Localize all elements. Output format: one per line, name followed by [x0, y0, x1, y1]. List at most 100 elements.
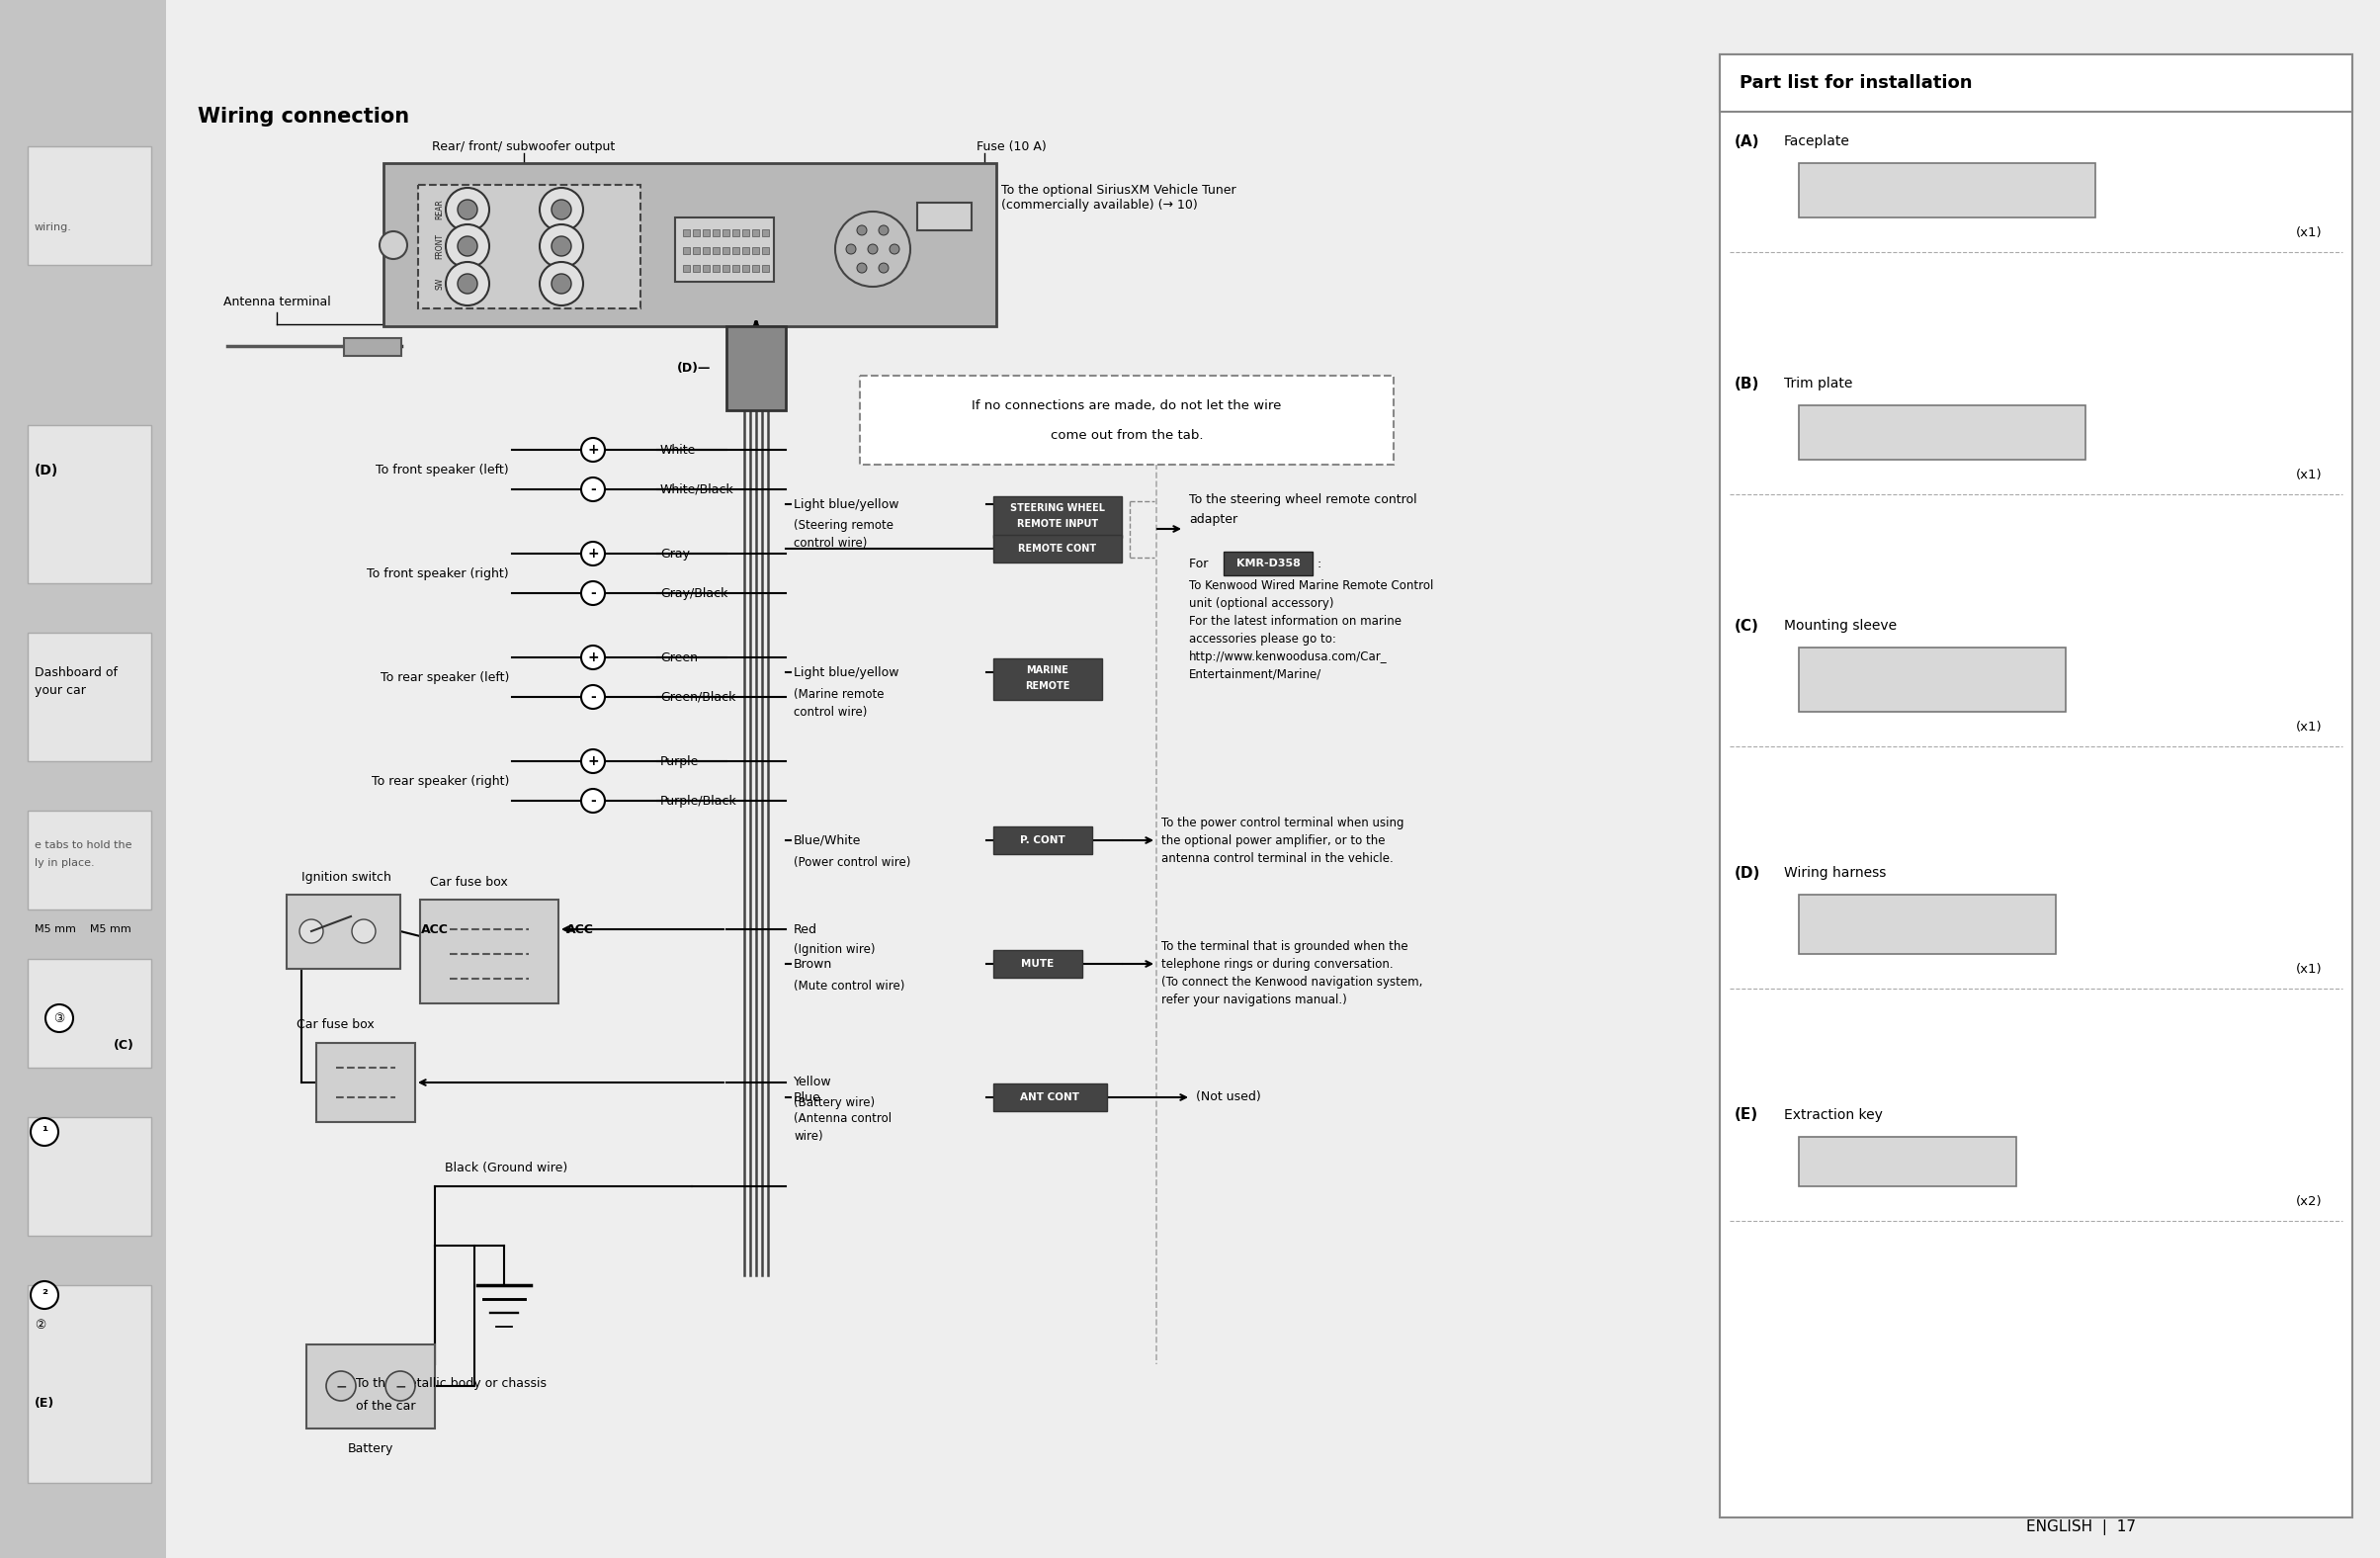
Circle shape: [386, 1371, 414, 1401]
Text: (Antenna control: (Antenna control: [793, 1112, 892, 1125]
Text: ACC: ACC: [566, 922, 595, 936]
FancyBboxPatch shape: [733, 229, 740, 237]
FancyBboxPatch shape: [712, 248, 719, 254]
Text: REMOTE CONT: REMOTE CONT: [1019, 544, 1097, 553]
Text: ACC: ACC: [421, 922, 447, 936]
Circle shape: [552, 199, 571, 220]
Circle shape: [31, 1281, 60, 1309]
Text: +: +: [588, 547, 600, 561]
Text: To the metallic body or chassis: To the metallic body or chassis: [357, 1377, 547, 1390]
Text: of the car: of the car: [357, 1399, 416, 1412]
Text: STEERING WHEEL: STEERING WHEEL: [1009, 503, 1104, 513]
Text: +: +: [588, 442, 600, 456]
Text: Purple/Black: Purple/Black: [659, 795, 738, 807]
Text: (D): (D): [36, 464, 60, 477]
Text: FRONT: FRONT: [436, 234, 445, 259]
FancyBboxPatch shape: [752, 265, 759, 271]
Circle shape: [869, 245, 878, 254]
Text: refer your navigations manual.): refer your navigations manual.): [1161, 992, 1347, 1006]
Text: MARINE: MARINE: [1026, 665, 1069, 675]
FancyBboxPatch shape: [693, 265, 700, 271]
FancyBboxPatch shape: [743, 229, 750, 237]
Circle shape: [878, 226, 888, 235]
FancyBboxPatch shape: [1799, 648, 2066, 712]
Text: (E): (E): [36, 1398, 55, 1410]
Text: Car fuse box: Car fuse box: [298, 1019, 374, 1031]
Circle shape: [300, 919, 324, 943]
Text: (Ignition wire): (Ignition wire): [793, 943, 876, 955]
Text: (To connect the Kenwood navigation system,: (To connect the Kenwood navigation syste…: [1161, 975, 1423, 988]
FancyBboxPatch shape: [286, 894, 400, 969]
Text: (E): (E): [1735, 1108, 1759, 1122]
Text: ③: ③: [55, 1011, 64, 1025]
Text: AVANT L'UTILISATION: AVANT L'UTILISATION: [1014, 55, 1261, 75]
Circle shape: [581, 542, 605, 566]
FancyBboxPatch shape: [419, 899, 559, 1003]
FancyBboxPatch shape: [743, 248, 750, 254]
Text: accessories please go to:: accessories please go to:: [1190, 633, 1335, 645]
FancyBboxPatch shape: [683, 229, 690, 237]
Text: unit (optional accessory): unit (optional accessory): [1190, 597, 1333, 609]
Text: KMR-D358: KMR-D358: [1235, 559, 1299, 569]
FancyBboxPatch shape: [29, 810, 152, 910]
FancyBboxPatch shape: [712, 229, 719, 237]
FancyBboxPatch shape: [0, 0, 167, 1558]
Text: (x1): (x1): [2297, 226, 2323, 238]
Text: (C): (C): [114, 1039, 133, 1052]
Text: If no connections are made, do not let the wire: If no connections are made, do not let t…: [971, 399, 1280, 411]
Text: -: -: [590, 483, 595, 497]
Circle shape: [45, 1005, 74, 1031]
FancyBboxPatch shape: [992, 659, 1102, 700]
Text: (B): (B): [1735, 375, 1759, 391]
Text: :: :: [1319, 558, 1321, 570]
Text: To the power control terminal when using: To the power control terminal when using: [1161, 816, 1404, 829]
Text: ENGLISH  |  17: ENGLISH | 17: [2025, 1519, 2135, 1535]
Text: wiring.: wiring.: [36, 223, 71, 232]
Circle shape: [540, 189, 583, 231]
Text: Blue: Blue: [793, 1091, 821, 1103]
Text: To the optional SiriusXM Vehicle Tuner
(commercially available) (→ 10): To the optional SiriusXM Vehicle Tuner (…: [1002, 184, 1235, 212]
Circle shape: [31, 1119, 60, 1145]
FancyBboxPatch shape: [29, 1285, 152, 1483]
Text: Wiring connection: Wiring connection: [198, 108, 409, 126]
Text: Green/Black: Green/Black: [659, 690, 735, 703]
Text: REMOTE: REMOTE: [1026, 681, 1071, 692]
Circle shape: [540, 262, 583, 305]
FancyBboxPatch shape: [762, 248, 769, 254]
Text: -: -: [590, 586, 595, 600]
FancyBboxPatch shape: [693, 248, 700, 254]
Text: −: −: [395, 1379, 407, 1393]
Circle shape: [552, 237, 571, 256]
Circle shape: [581, 645, 605, 670]
Text: http://www.kenwoodusa.com/Car_: http://www.kenwoodusa.com/Car_: [1190, 650, 1388, 662]
Circle shape: [581, 686, 605, 709]
Text: Battery: Battery: [347, 1441, 393, 1455]
Text: Gray/Black: Gray/Black: [659, 587, 728, 600]
Text: Fuse (10 A): Fuse (10 A): [976, 140, 1047, 153]
Text: -: -: [590, 690, 595, 704]
Text: (Steering remote: (Steering remote: [793, 519, 892, 533]
FancyBboxPatch shape: [29, 633, 152, 762]
Text: SW: SW: [436, 277, 445, 290]
Text: (D)—: (D)—: [676, 361, 712, 374]
Circle shape: [857, 226, 866, 235]
Text: the optional power amplifier, or to the: the optional power amplifier, or to the: [1161, 834, 1385, 846]
FancyBboxPatch shape: [29, 958, 152, 1067]
Text: FONCTIONNEMENT DE BASE: FONCTIONNEMENT DE BASE: [431, 55, 754, 75]
Text: Trim plate: Trim plate: [1785, 377, 1852, 391]
FancyBboxPatch shape: [724, 229, 728, 237]
FancyBboxPatch shape: [992, 1083, 1107, 1111]
Text: come out from the tab.: come out from the tab.: [1050, 428, 1204, 441]
Text: −: −: [336, 1379, 347, 1393]
Circle shape: [581, 749, 605, 773]
Circle shape: [540, 224, 583, 268]
Text: Yellow: Yellow: [793, 1077, 833, 1089]
Text: your car: your car: [36, 684, 86, 696]
FancyBboxPatch shape: [916, 203, 971, 231]
Circle shape: [457, 237, 478, 256]
Text: ②: ②: [36, 1318, 45, 1331]
FancyBboxPatch shape: [712, 265, 719, 271]
Text: +: +: [588, 651, 600, 664]
Text: ²: ²: [40, 1288, 48, 1302]
Text: control wire): control wire): [793, 538, 866, 550]
